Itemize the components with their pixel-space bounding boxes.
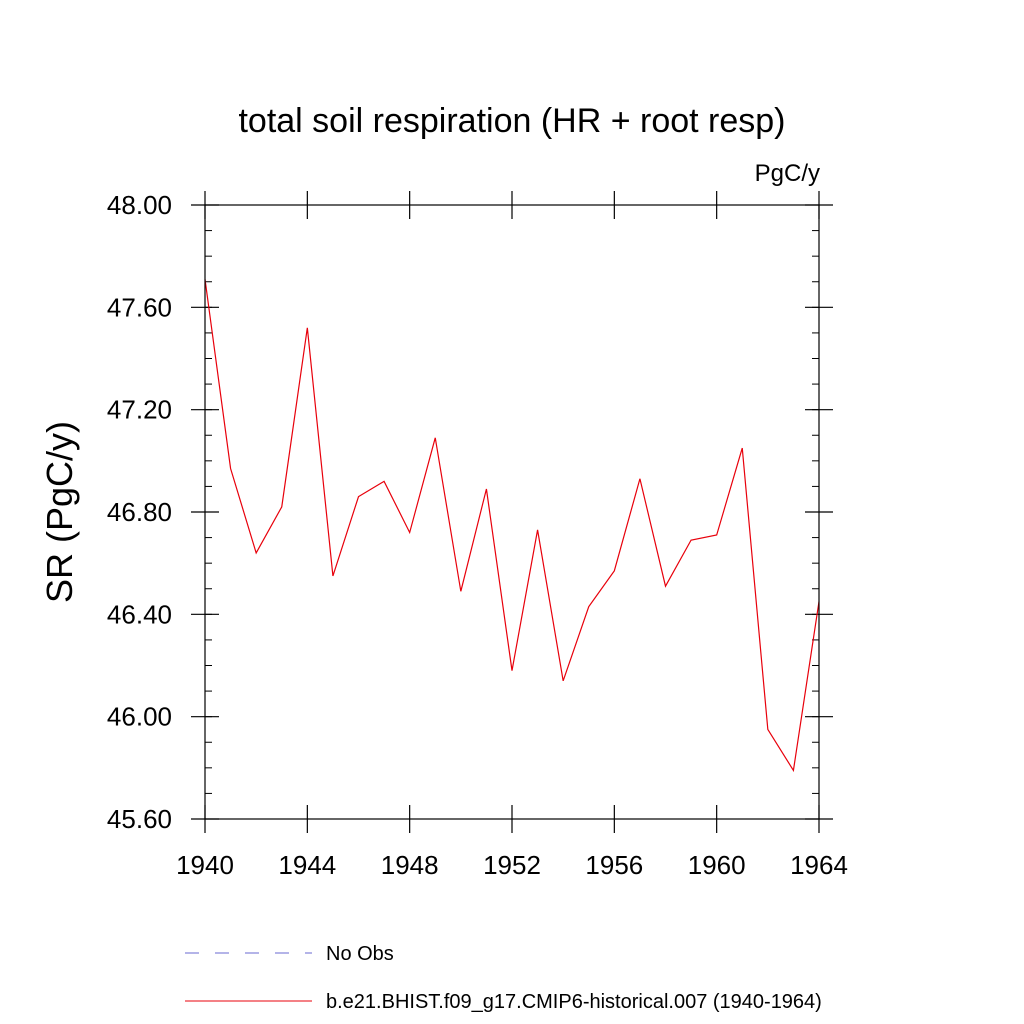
y-tick-label: 45.60: [107, 804, 172, 834]
y-axis-label: SR (PgC/y): [39, 421, 80, 603]
y-tick-label: 47.60: [107, 292, 172, 322]
axis-tick-labels: 1940 1944 1948 1952 1956 1960 1964 45.60 46.00 46…: [107, 190, 848, 880]
y-tick-label: 46.40: [107, 599, 172, 629]
x-tick-label: 1956: [585, 850, 643, 880]
x-tick-label: 1952: [483, 850, 541, 880]
x-tick-label: 1948: [381, 850, 439, 880]
x-tick-label: 1940: [176, 850, 234, 880]
series-layer: [204, 279, 820, 773]
y-tick-label: 46.00: [107, 702, 172, 732]
chart-title: total soil respiration (HR + root resp): [238, 102, 785, 140]
plot-frame: [204, 204, 820, 820]
y-tick-label: 47.20: [107, 395, 172, 425]
x-tick-label: 1944: [278, 850, 336, 880]
x-tick-label: 1960: [688, 850, 746, 880]
y-tick-label: 48.00: [107, 190, 172, 220]
legend-label-model: b.e21.BHIST.f09_g17.CMIP6-historical.007…: [326, 991, 822, 1013]
series-line-0: [204, 279, 820, 773]
axis-ticks: [191, 191, 833, 833]
legend-label-no-obs: No Obs: [326, 943, 394, 965]
units-label: PgC/y: [755, 160, 820, 187]
y-tick-label: 46.80: [107, 497, 172, 527]
legend: No Obs b.e21.BHIST.f09_g17.CMIP6-histori…: [185, 943, 822, 1013]
x-tick-label: 1964: [790, 850, 848, 880]
